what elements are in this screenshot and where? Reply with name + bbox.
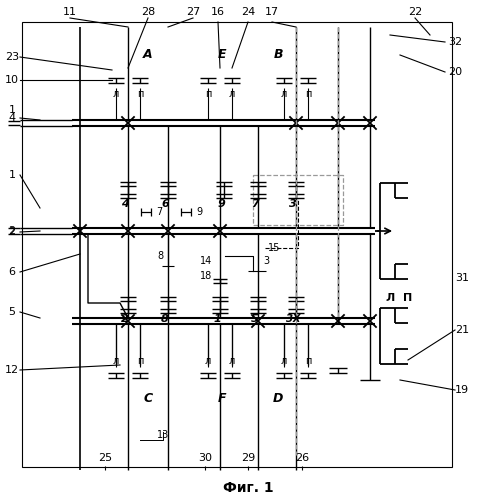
Bar xyxy=(22,22,452,467)
Text: 27: 27 xyxy=(186,7,200,17)
Text: 19: 19 xyxy=(455,385,469,395)
Text: F: F xyxy=(218,392,226,404)
Text: 13: 13 xyxy=(157,430,169,440)
Text: 28: 28 xyxy=(141,7,155,17)
Text: B: B xyxy=(273,48,283,62)
Text: л: л xyxy=(113,89,119,99)
Text: 7: 7 xyxy=(251,199,259,209)
Text: 5: 5 xyxy=(251,314,259,324)
Text: л: л xyxy=(229,89,235,99)
Text: 6: 6 xyxy=(8,267,15,277)
Text: 4: 4 xyxy=(121,199,129,209)
Text: 26: 26 xyxy=(295,453,309,463)
Text: 8: 8 xyxy=(157,251,163,261)
Text: 3: 3 xyxy=(289,199,297,209)
Text: 3: 3 xyxy=(263,256,269,266)
Text: 24: 24 xyxy=(241,7,255,17)
Text: п: п xyxy=(305,89,311,99)
Text: л: л xyxy=(229,356,235,366)
Text: E: E xyxy=(218,48,226,62)
Text: 1: 1 xyxy=(8,170,15,180)
Text: 31: 31 xyxy=(455,273,469,283)
Text: 15: 15 xyxy=(268,243,280,253)
Text: 5: 5 xyxy=(8,307,15,317)
Text: 11: 11 xyxy=(63,7,77,17)
Text: 8: 8 xyxy=(161,314,169,324)
Text: C: C xyxy=(144,392,153,404)
Text: 32: 32 xyxy=(448,37,462,47)
Text: 18: 18 xyxy=(200,271,212,281)
Text: 14: 14 xyxy=(200,256,212,266)
Text: Л: Л xyxy=(385,293,395,303)
Text: л: л xyxy=(113,356,119,366)
Text: 17: 17 xyxy=(265,7,279,17)
Text: л: л xyxy=(205,356,211,366)
Text: 20: 20 xyxy=(448,67,462,77)
Text: 22: 22 xyxy=(408,7,422,17)
Text: п: п xyxy=(137,89,143,99)
Text: 9: 9 xyxy=(196,207,202,217)
Text: п: п xyxy=(205,89,211,99)
Text: Фиг. 1: Фиг. 1 xyxy=(223,481,273,495)
Text: ЗХ: ЗХ xyxy=(286,314,300,324)
Text: 2: 2 xyxy=(8,226,15,236)
Text: 7: 7 xyxy=(156,207,162,217)
Text: 2: 2 xyxy=(121,314,129,324)
Text: 29: 29 xyxy=(241,453,255,463)
Text: л: л xyxy=(281,89,287,99)
Text: D: D xyxy=(273,392,283,404)
Text: 4: 4 xyxy=(8,113,15,123)
Text: 30: 30 xyxy=(198,453,212,463)
Text: П: П xyxy=(404,293,413,303)
Text: 1: 1 xyxy=(213,314,221,324)
Text: л: л xyxy=(281,356,287,366)
Text: 23: 23 xyxy=(5,52,19,62)
Text: п: п xyxy=(305,356,311,366)
Text: 9: 9 xyxy=(217,199,225,209)
Text: 25: 25 xyxy=(98,453,112,463)
Text: п: п xyxy=(137,356,143,366)
Text: 1: 1 xyxy=(8,105,15,115)
Text: 6: 6 xyxy=(161,199,169,209)
Text: 12: 12 xyxy=(5,365,19,375)
Text: 16: 16 xyxy=(211,7,225,17)
Text: A: A xyxy=(143,48,153,62)
Text: 2: 2 xyxy=(8,227,15,237)
Text: 10: 10 xyxy=(5,75,19,85)
Text: 21: 21 xyxy=(455,325,469,335)
